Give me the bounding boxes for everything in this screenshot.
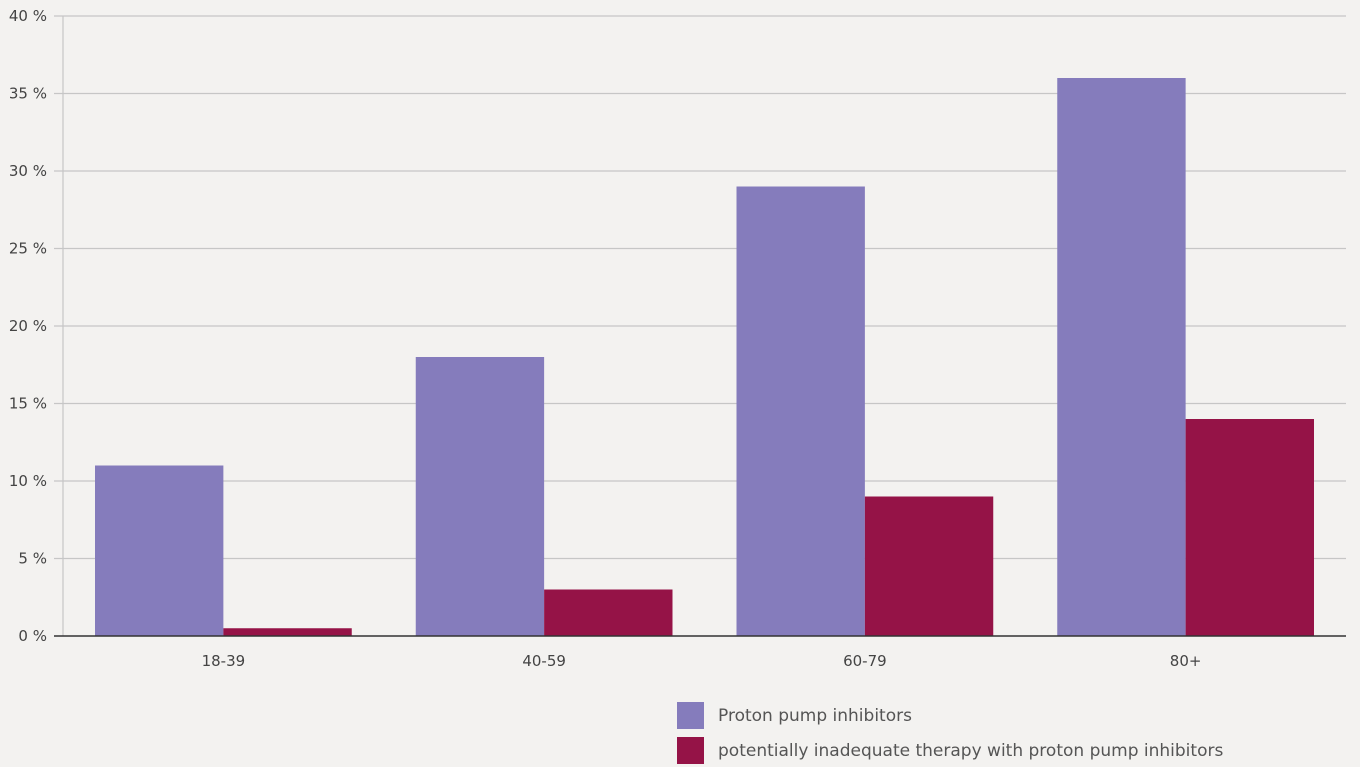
y-tick-label: 15 % <box>9 395 47 413</box>
legend: Proton pump inhibitors potentially inade… <box>677 701 1223 767</box>
legend-swatch-ppi <box>677 702 704 729</box>
y-tick-labels: 0 % 5 % 10 % 15 % 20 % 25 % 30 % 35 % 40 % <box>9 7 47 645</box>
y-tick-label: 35 % <box>9 85 47 103</box>
bar-ppi-18-39 <box>95 465 224 636</box>
bar-inadequate-18-39 <box>223 628 352 636</box>
bar-inadequate-80+ <box>1185 419 1314 636</box>
x-tick-label: 40-59 <box>522 652 566 670</box>
legend-label-inadequate: potentially inadequate therapy with prot… <box>718 740 1224 761</box>
bar-ppi-60-79 <box>736 186 865 636</box>
y-tick-label: 10 % <box>9 472 47 490</box>
bar-ppi-80+ <box>1057 78 1186 636</box>
x-tick-label: 80+ <box>1170 652 1202 670</box>
legend-label-ppi: Proton pump inhibitors <box>718 705 912 726</box>
legend-item-ppi: Proton pump inhibitors <box>677 701 1223 730</box>
gridlines <box>54 15 1346 560</box>
x-tick-label: 60-79 <box>843 652 887 670</box>
legend-swatch-inadequate <box>677 737 704 764</box>
x-tick-labels: 18-39 40-59 60-79 80+ <box>202 652 1202 670</box>
y-tick-label: 30 % <box>9 162 47 180</box>
bar-inadequate-40-59 <box>544 589 673 636</box>
bar-inadequate-60-79 <box>864 496 994 636</box>
y-tick-label: 25 % <box>9 240 47 258</box>
x-tick-label: 18-39 <box>202 652 246 670</box>
bars <box>95 78 1314 636</box>
bar-ppi-40-59 <box>415 357 545 636</box>
y-tick-label: 40 % <box>9 7 47 25</box>
y-tick-label: 20 % <box>9 317 47 335</box>
legend-item-inadequate: potentially inadequate therapy with prot… <box>677 736 1223 765</box>
y-tick-label: 5 % <box>18 550 47 568</box>
y-tick-label: 0 % <box>18 627 47 645</box>
